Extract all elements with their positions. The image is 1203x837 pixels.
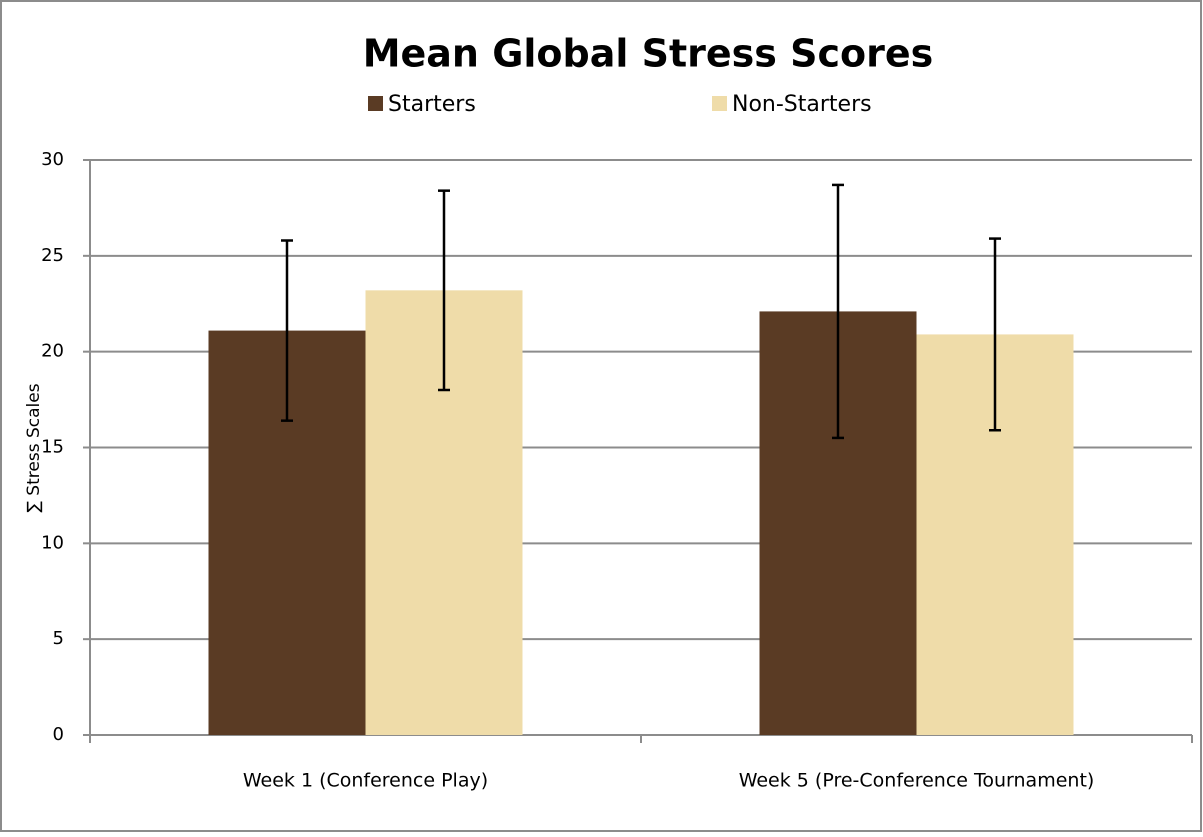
y-tick-label: 25 <box>41 245 64 266</box>
x-tick-label: Week 5 (Pre-Conference Tournament) <box>739 770 1095 792</box>
y-tick-label: 15 <box>41 437 64 458</box>
y-tick-label: 0 <box>53 724 64 745</box>
legend-label: Starters <box>388 92 476 117</box>
legend-label: Non-Starters <box>732 92 872 117</box>
y-axis-label: ∑ Stress Scales <box>24 383 44 512</box>
y-tick-label: 20 <box>41 341 64 362</box>
chart-title: Mean Global Stress Scores <box>363 32 934 76</box>
legend-swatch <box>368 96 383 111</box>
y-tick-label: 30 <box>41 149 64 170</box>
legend-swatch <box>712 96 727 111</box>
y-tick-label: 5 <box>53 628 64 649</box>
x-tick-label: Week 1 (Conference Play) <box>243 770 488 792</box>
y-tick-label: 10 <box>41 532 64 553</box>
